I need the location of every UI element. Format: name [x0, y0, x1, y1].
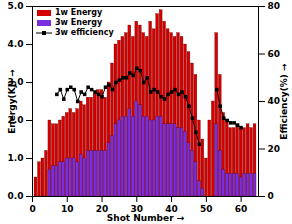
svg-text:0: 0 — [29, 204, 35, 214]
svg-text:1.0: 1.0 — [8, 153, 24, 163]
svg-text:Energy(KJ) →: Energy(KJ) → — [7, 69, 17, 134]
svg-text:4.0: 4.0 — [8, 39, 24, 49]
svg-text:40: 40 — [165, 203, 178, 214]
svg-text:20: 20 — [95, 203, 109, 214]
html-text:3w efficiency: 3w efficiency — [55, 28, 114, 37]
svg-text:50: 50 — [200, 204, 213, 214]
svg-text:60: 60 — [235, 204, 248, 214]
svg-text:Efficiency(%) →: Efficiency(%) → — [279, 63, 289, 140]
svg-text:10: 10 — [61, 204, 74, 214]
svg-text:0.0: 0.0 — [8, 191, 24, 201]
svg-text:0: 0 — [268, 191, 274, 201]
svg-text:30: 30 — [130, 203, 144, 214]
svg-text:20: 20 — [268, 144, 281, 154]
svg-text:Shot Number →: Shot Number → — [107, 213, 185, 223]
svg-text:5.0: 5.0 — [8, 1, 24, 11]
html-text:3w Energy: 3w Energy — [55, 18, 103, 27]
svg-text:80: 80 — [268, 1, 281, 11]
html-text:1w Energy: 1w Energy — [55, 8, 103, 17]
svg-text:40: 40 — [268, 96, 281, 106]
svg-text:60: 60 — [268, 49, 281, 59]
